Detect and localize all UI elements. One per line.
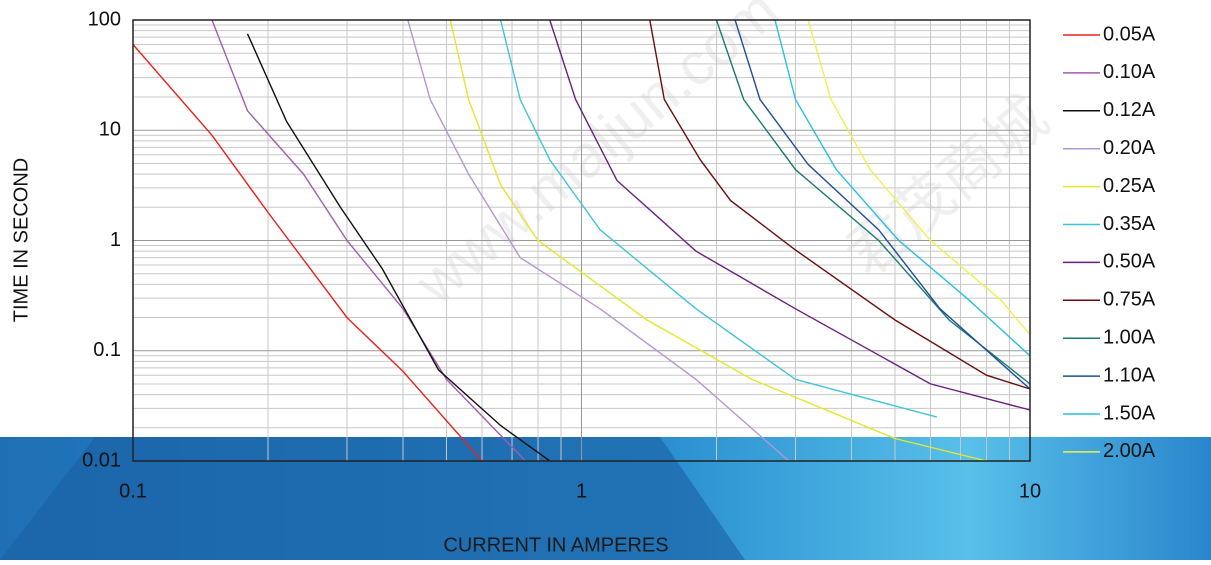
y-tick-label: 1 <box>110 229 121 251</box>
legend-label: 1.10A <box>1103 364 1156 386</box>
legend-label: 0.50A <box>1103 251 1156 273</box>
series-line <box>407 20 790 461</box>
y-axis-title: TIME IN SECOND <box>10 158 32 322</box>
series-line <box>449 20 987 461</box>
grid <box>132 19 1031 462</box>
series-line <box>734 20 1030 390</box>
legend-label: 2.00A <box>1103 440 1156 462</box>
legend-label: 0.05A <box>1103 23 1156 45</box>
y-tick-label: 0.01 <box>82 449 121 471</box>
series-line <box>133 44 483 461</box>
plot-frame <box>132 19 1031 462</box>
legend: 0.05A 0.10A 0.12A 0.20A 0.25A 0.35A 0.50A 0.75A… <box>1063 23 1156 462</box>
y-tick-label: 0.1 <box>93 339 121 361</box>
watermark: 君茂商城 <box>834 84 1061 290</box>
legend-label: 0.75A <box>1103 289 1156 311</box>
banner-shape <box>0 437 745 560</box>
legend-label: 1.00A <box>1103 326 1156 348</box>
legend-label: 0.10A <box>1103 61 1156 83</box>
series-line <box>715 20 1030 385</box>
plot-lines <box>133 20 1030 461</box>
legend-label: 0.35A <box>1103 213 1156 235</box>
x-tick-label: 1 <box>576 480 587 502</box>
series-line <box>807 20 1030 336</box>
x-tick-label: 0.1 <box>119 480 147 502</box>
series-line <box>649 20 1030 390</box>
y-tick-label: 10 <box>99 119 121 141</box>
series-line <box>499 20 938 418</box>
legend-label: 0.25A <box>1103 175 1156 197</box>
legend-label: 1.50A <box>1103 402 1156 424</box>
legend-label: 0.12A <box>1103 99 1156 121</box>
legend-label: 0.20A <box>1103 137 1156 159</box>
y-tick-label: 100 <box>88 8 121 30</box>
series-line <box>211 20 527 461</box>
x-tick-label: 10 <box>1019 480 1041 502</box>
series-line <box>774 20 1030 357</box>
series-line <box>549 20 1030 411</box>
x-axis-title: CURRENT IN AMPERES <box>443 534 668 556</box>
series-line <box>246 33 551 461</box>
